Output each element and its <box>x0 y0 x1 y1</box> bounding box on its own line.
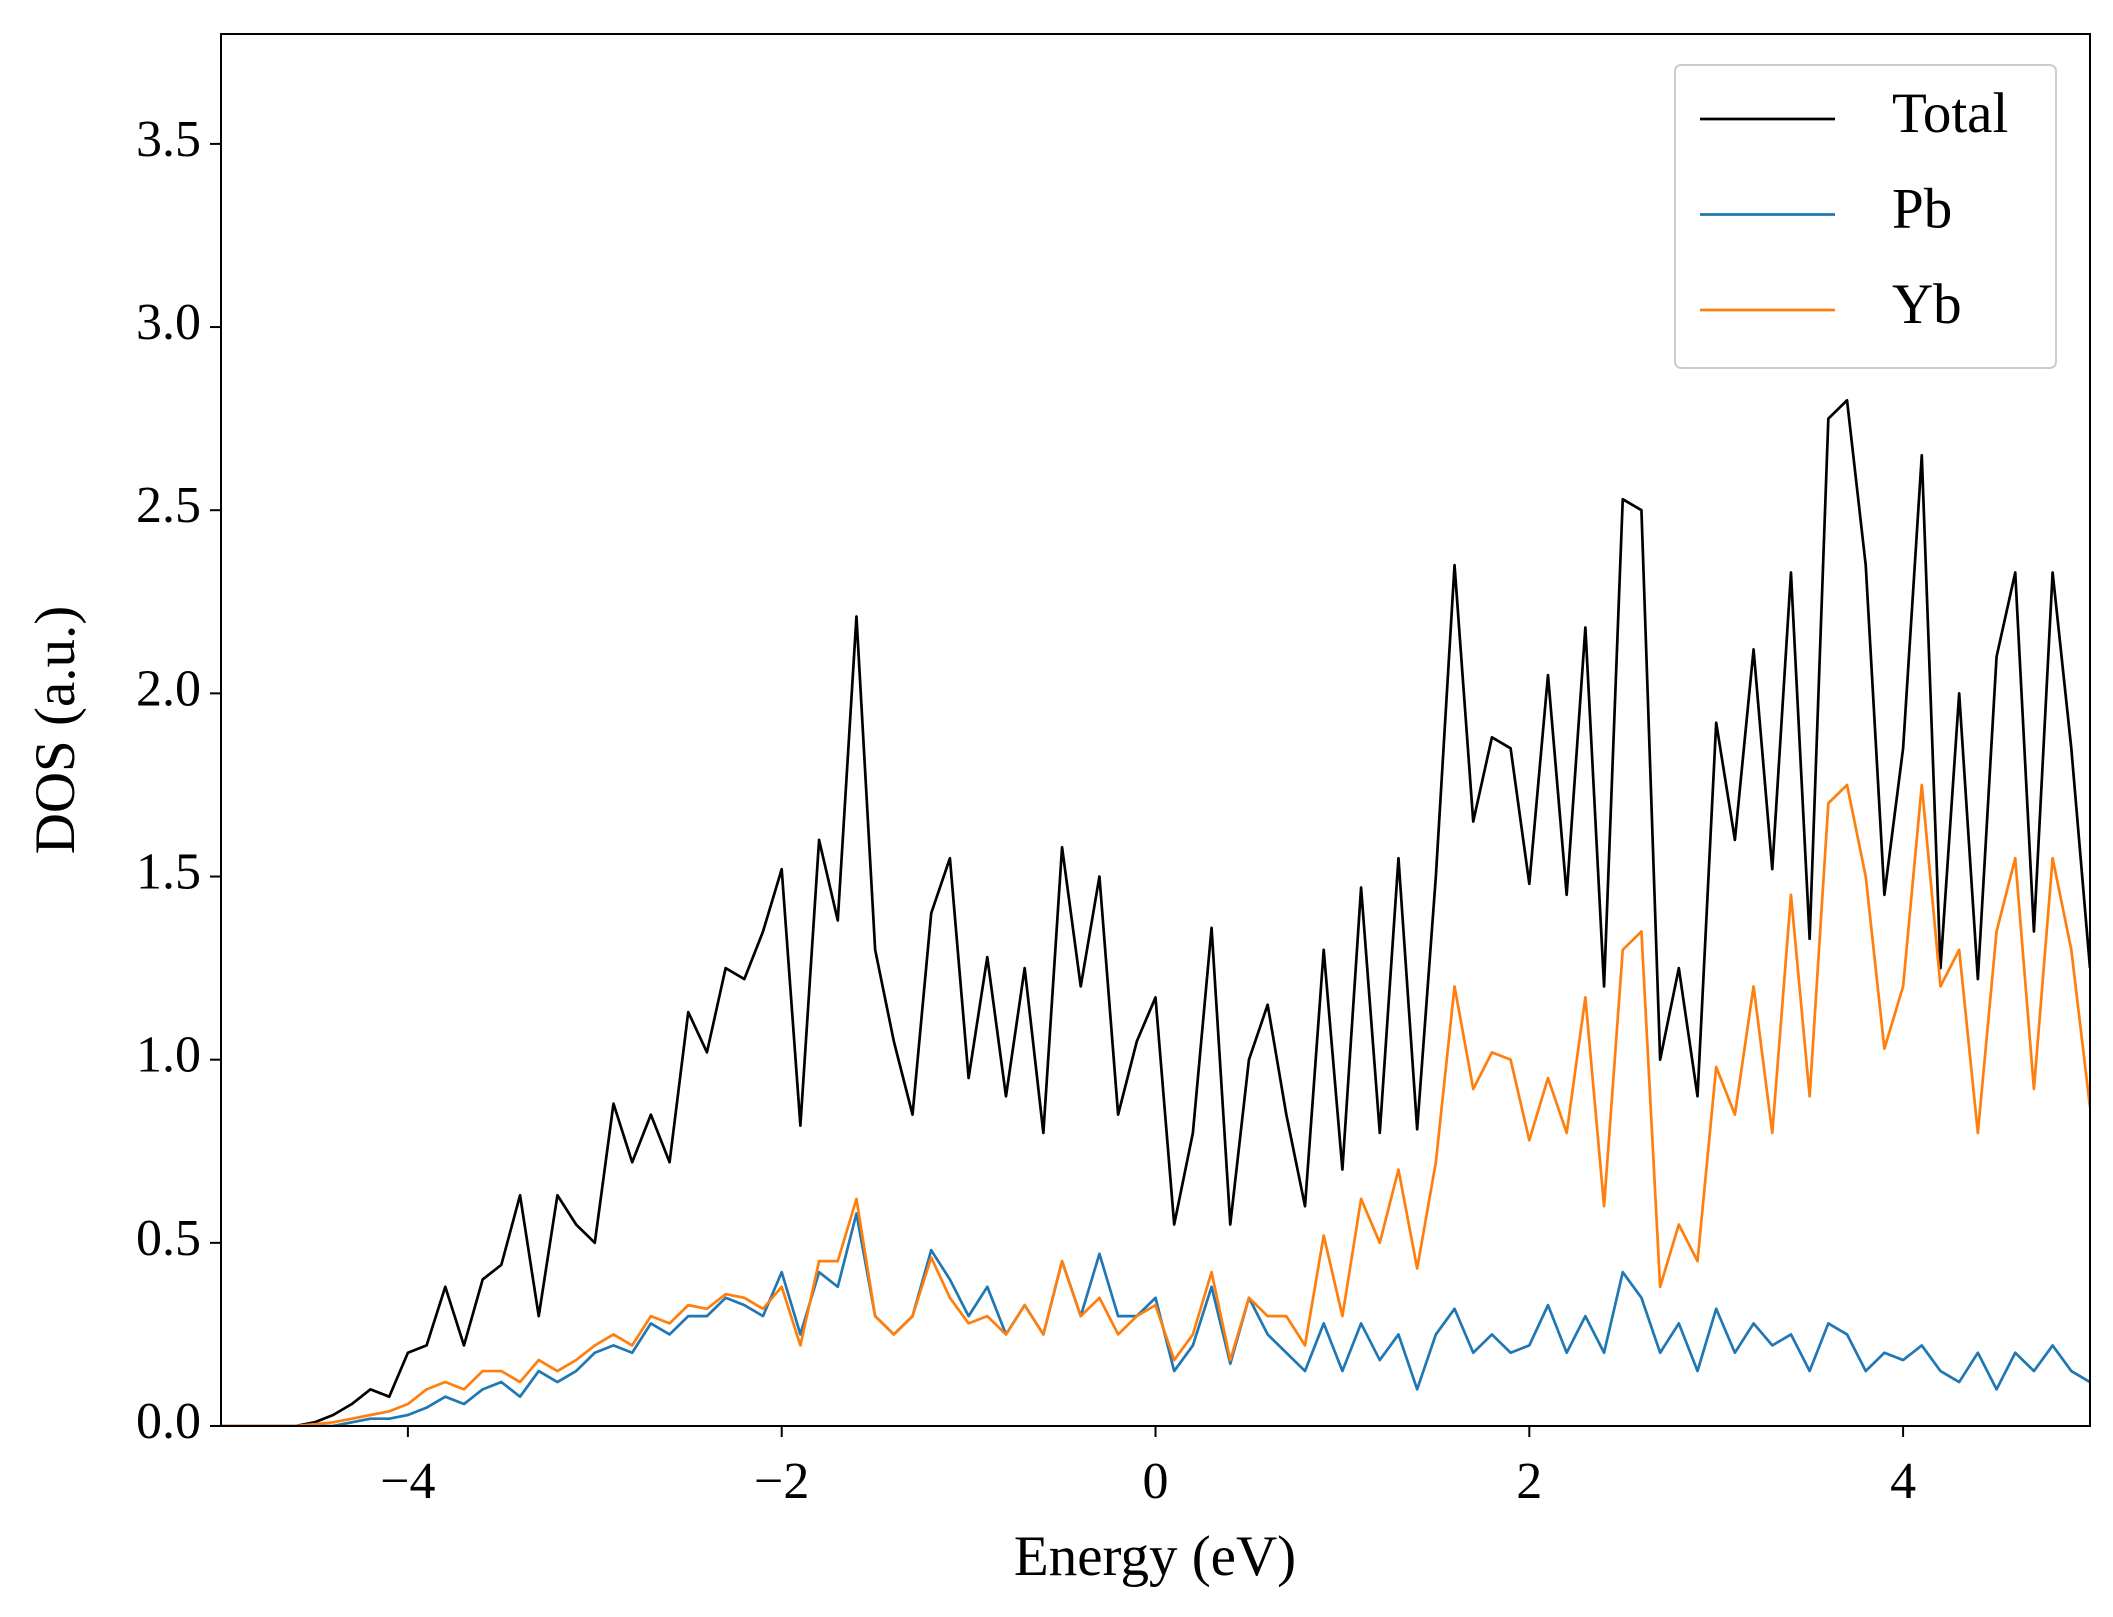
line-series <box>221 398 2090 1426</box>
legend-label: Yb <box>1892 273 1962 336</box>
y-tick-label: 0.5 <box>136 1210 201 1267</box>
x-tick-label: 4 <box>1890 1453 1916 1510</box>
y-tick-label: 2.0 <box>136 660 201 717</box>
x-axis-label: Energy (eV) <box>1014 1525 1296 1588</box>
legend-label: Pb <box>1892 178 1952 241</box>
x-tick-label: −2 <box>754 1453 809 1510</box>
x-tick-label: −4 <box>380 1453 435 1510</box>
y-axis-label: DOS (a.u.) <box>24 606 87 855</box>
legend-label: Total <box>1892 82 2008 145</box>
line-series <box>221 1212 2090 1426</box>
y-tick-label: 0.0 <box>136 1393 201 1450</box>
plot-frame <box>220 33 2091 1427</box>
legend-box <box>1674 64 2057 369</box>
y-tick-label: 3.5 <box>136 111 201 168</box>
x-tick-label: 0 <box>1143 1453 1169 1510</box>
x-tick-label: 2 <box>1516 1453 1542 1510</box>
y-tick-label: 1.0 <box>136 1027 201 1084</box>
y-tick-label: 3.0 <box>136 294 201 351</box>
y-tick-label: 2.5 <box>136 477 201 534</box>
y-tick-label: 1.5 <box>136 843 201 900</box>
line-series <box>221 783 2090 1426</box>
